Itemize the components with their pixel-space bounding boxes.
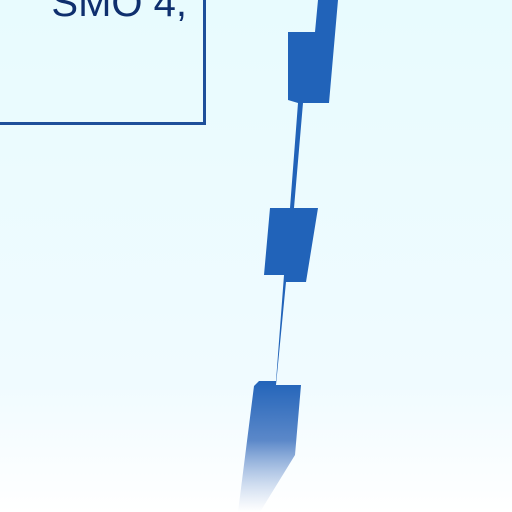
label-box: SMO 4, [0,0,206,125]
stepped-strip-shape [238,0,338,512]
label-text: SMO 4, [51,0,187,25]
